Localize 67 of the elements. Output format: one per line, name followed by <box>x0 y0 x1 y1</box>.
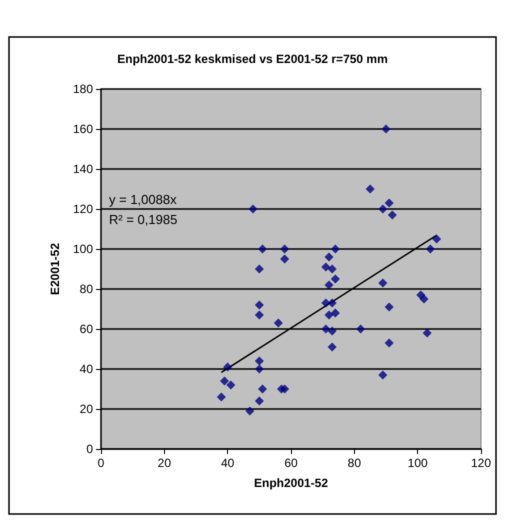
point <box>378 278 388 288</box>
point <box>328 264 337 274</box>
point <box>330 274 340 284</box>
point <box>378 370 388 380</box>
y-tick-label: 100 <box>72 242 94 256</box>
annotation: y = 1,0088x <box>109 192 178 207</box>
point <box>330 244 340 254</box>
point <box>422 328 432 338</box>
point <box>216 392 226 402</box>
point <box>280 244 290 254</box>
point <box>274 318 283 328</box>
point <box>384 338 394 348</box>
y-tick-label: 120 <box>72 202 94 216</box>
x-tick-label: 40 <box>220 456 235 470</box>
point <box>220 376 229 386</box>
point <box>328 342 337 352</box>
x-tick-label: 120 <box>470 456 492 470</box>
point <box>328 326 337 336</box>
point <box>324 252 334 262</box>
point <box>321 262 330 272</box>
point <box>254 300 264 310</box>
point <box>384 302 394 312</box>
annotation: R² = 0,1985 <box>109 212 178 227</box>
point <box>280 384 290 394</box>
point <box>280 254 290 264</box>
point <box>382 124 390 134</box>
point <box>245 406 254 416</box>
x-tick-label: 100 <box>408 456 428 470</box>
x-tick-label: 0 <box>98 456 105 470</box>
point <box>258 244 267 254</box>
point <box>384 198 394 208</box>
point <box>324 280 334 290</box>
point <box>226 380 236 390</box>
point <box>328 298 337 308</box>
y-axis-title: E2001-52 <box>48 242 62 296</box>
point <box>321 324 330 334</box>
point <box>254 364 264 374</box>
point <box>324 310 334 320</box>
point <box>432 234 442 244</box>
point <box>378 204 388 214</box>
point <box>223 362 232 372</box>
point <box>254 396 264 406</box>
point <box>366 184 375 194</box>
point <box>321 298 330 308</box>
point <box>254 310 264 320</box>
point <box>356 324 366 334</box>
y-tick-label: 160 <box>72 122 94 136</box>
point <box>330 308 340 318</box>
y-tick-label: 40 <box>80 362 94 376</box>
y-tick-label: 0 <box>86 442 94 456</box>
x-axis-title: Enph2001-52 <box>254 476 328 490</box>
point <box>248 204 258 214</box>
x-tick-label: 60 <box>284 456 298 470</box>
x-tick-label: 20 <box>158 456 172 470</box>
point <box>426 244 435 254</box>
point <box>254 356 264 366</box>
y-tick-label: 140 <box>72 162 94 176</box>
point <box>420 294 428 304</box>
chart-title: Enph2001-52 keskmised vs E2001-52 r=750 mm <box>117 52 388 66</box>
point <box>254 264 264 274</box>
x-tick-label: 80 <box>348 456 362 470</box>
y-tick-label: 180 <box>72 82 94 96</box>
y-tick-label: 60 <box>80 322 94 336</box>
point <box>258 384 267 394</box>
y-tick-label: 80 <box>80 282 94 296</box>
point <box>388 210 397 220</box>
y-tick-label: 20 <box>80 402 94 416</box>
